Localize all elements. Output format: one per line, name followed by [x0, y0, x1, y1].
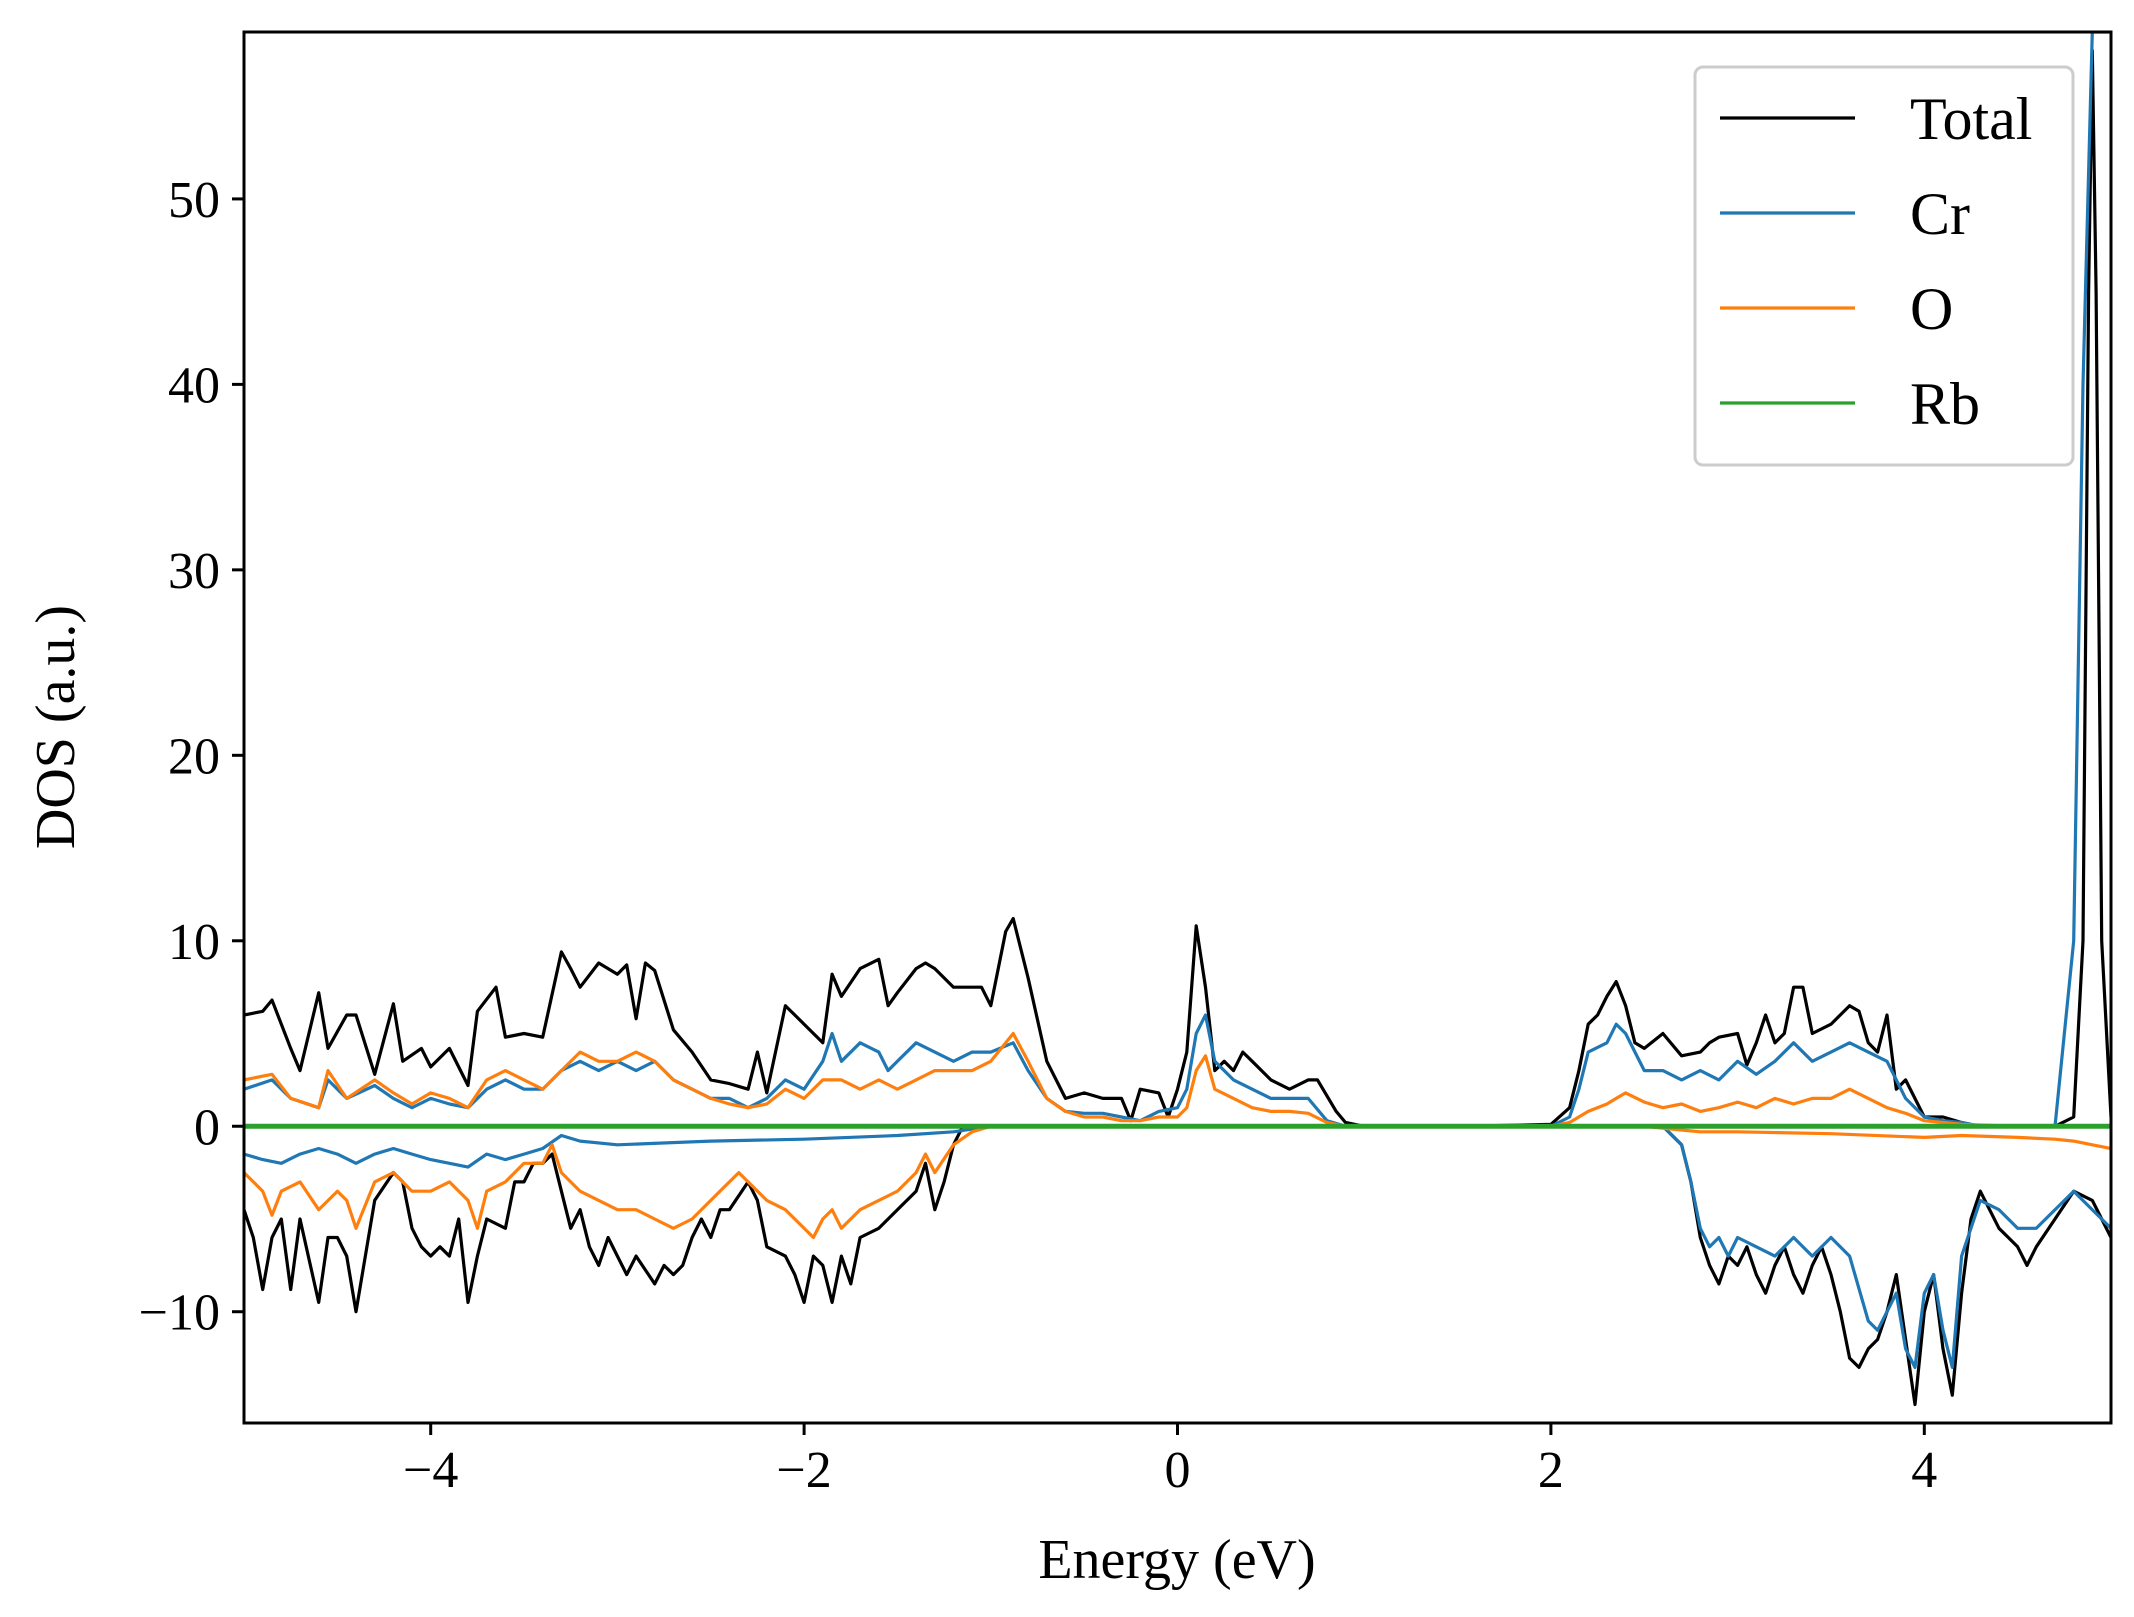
y-tick-label: 0 — [194, 1099, 220, 1156]
legend-label-cr: Cr — [1910, 181, 1970, 247]
x-tick-label: 2 — [1538, 1442, 1564, 1499]
legend-box — [1693, 65, 2075, 467]
series-line-total-spin-down — [244, 1124, 2111, 1407]
y-tick-label: 20 — [168, 728, 220, 785]
y-tick-label: 30 — [168, 543, 220, 600]
y-tick-label: 50 — [168, 172, 220, 229]
legend-label-o: O — [1910, 276, 1953, 342]
series-line-o-spin-up — [244, 1031, 2111, 1128]
series-line-total-spin-up — [244, 48, 2111, 1128]
x-tick-label: 0 — [1165, 1442, 1191, 1499]
x-tick-label: 4 — [1911, 1442, 1937, 1499]
y-axis-label: DOS (a.u.) — [25, 605, 87, 849]
legend-label-rb: Rb — [1910, 371, 1980, 437]
y-tick-label: 40 — [168, 357, 220, 414]
legend-label-total: Total — [1910, 86, 2032, 152]
x-tick-label: −2 — [776, 1442, 831, 1499]
y-tick-label: 10 — [168, 914, 220, 971]
x-axis-label: Energy (eV) — [1038, 1529, 1315, 1591]
legend: Total Cr O Rb — [1693, 65, 2075, 467]
x-tick-label: −4 — [403, 1442, 458, 1499]
x-axis-ticks: −4 −2 0 2 4 — [403, 1423, 1937, 1499]
series-layer — [244, 32, 2111, 1407]
series-line-cr-spin-down — [244, 1124, 2111, 1370]
y-tick-label: −10 — [139, 1285, 220, 1342]
y-axis-ticks: −10 0 10 20 30 40 50 — [139, 172, 244, 1342]
